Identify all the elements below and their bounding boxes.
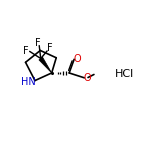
Text: HCl: HCl — [115, 69, 134, 79]
Text: F: F — [47, 43, 52, 54]
Text: HN: HN — [21, 77, 36, 87]
Text: O: O — [83, 73, 91, 83]
Text: O: O — [73, 54, 81, 64]
Polygon shape — [39, 57, 52, 73]
Text: F: F — [23, 46, 29, 56]
Text: F: F — [35, 38, 40, 48]
